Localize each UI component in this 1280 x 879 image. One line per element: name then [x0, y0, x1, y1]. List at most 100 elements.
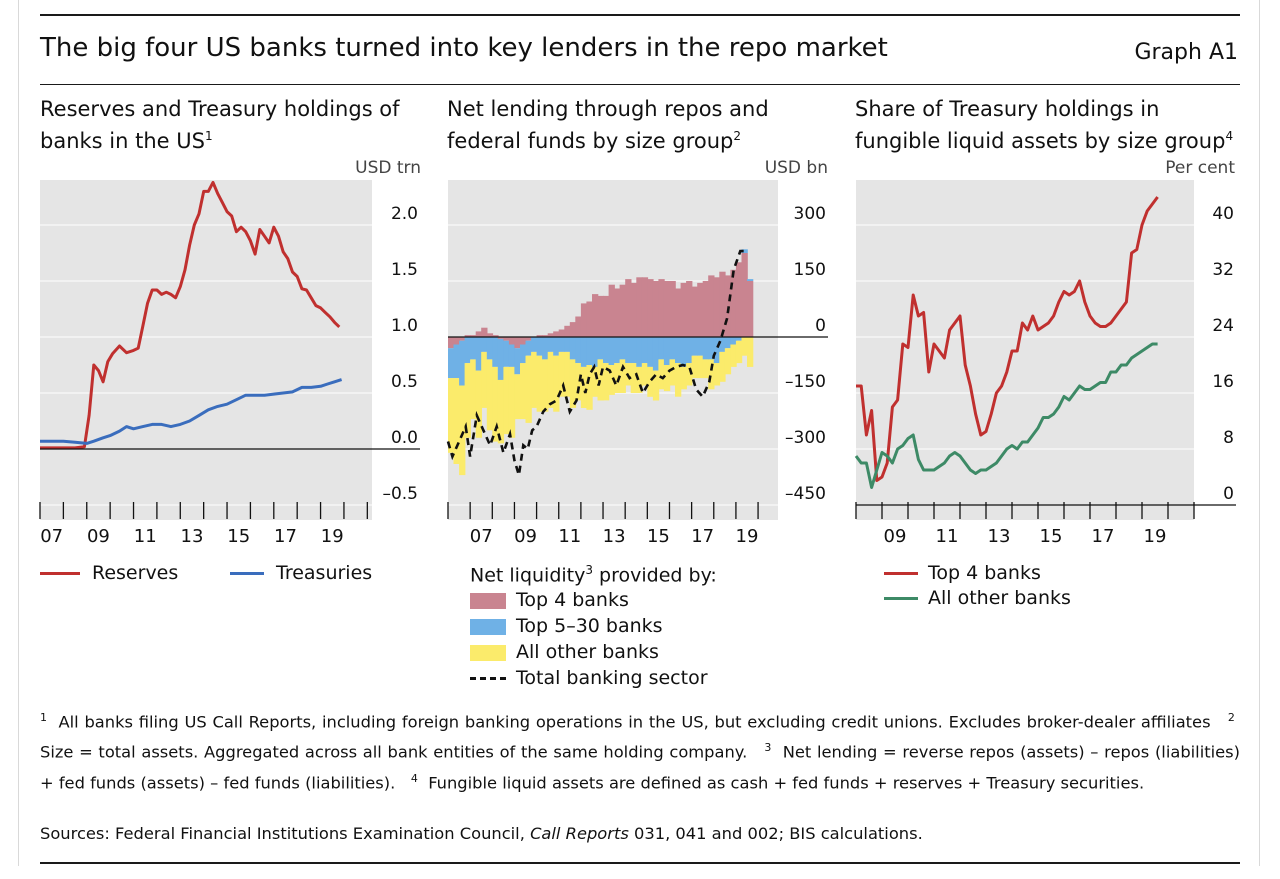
legend-item-reserves: Reserves: [40, 562, 178, 584]
bar-segment: [719, 351, 726, 382]
bar-segment: [470, 337, 477, 360]
bar-segment: [508, 344, 516, 367]
series-line-reserves: [40, 180, 341, 450]
bar-segment: [675, 363, 682, 397]
x-tick-label: 11: [936, 526, 959, 547]
bar-segment: [459, 340, 466, 386]
bar-segment: [569, 322, 577, 337]
bar-segment: [658, 337, 665, 360]
bar-segment: [619, 359, 626, 393]
legend-swatch-other-share: [884, 597, 918, 600]
bar-segment: [697, 337, 704, 356]
x-tick-label: 07: [470, 526, 493, 547]
bar-segment: [547, 351, 554, 408]
bar-segment: [553, 337, 560, 356]
bar-segment: [481, 337, 488, 352]
bar-segment: [580, 337, 588, 367]
bar-segment: [735, 337, 743, 341]
panel3-title: Share of Treasury holdings in fungible l…: [855, 97, 1234, 153]
bar-segment: [691, 337, 698, 356]
bar-segment: [536, 335, 543, 337]
bar-segment: [603, 337, 610, 364]
bar-segment: [542, 359, 549, 412]
bar-segment: [542, 335, 549, 337]
footnote-3: Net lending = reverse repos (assets) – r…: [40, 742, 1240, 793]
y-tick-label: 0.0: [391, 428, 418, 448]
bar-segment: [708, 275, 715, 337]
bar-segment: [553, 355, 560, 412]
x-tick-label: 15: [1040, 526, 1063, 547]
bar-segment: [724, 337, 732, 349]
panel2-title: Net lending through repos and federal fu…: [447, 97, 769, 153]
bar-segment: [747, 337, 754, 367]
bar-segment: [741, 249, 748, 253]
bar-segment: [663, 365, 671, 392]
series-line-all-other-banks: [854, 342, 1158, 489]
bar-segment: [719, 337, 726, 352]
bar-segment: [497, 337, 505, 339]
bar-segment: [481, 327, 488, 337]
legend-swatch-treasuries: [230, 572, 264, 575]
bar-segment: [558, 351, 565, 397]
bar-segment: [486, 333, 494, 337]
y-tick-label: 0: [1223, 484, 1234, 504]
bar-segment: [464, 337, 471, 364]
top-rule: [40, 14, 1240, 16]
bar-segment: [592, 337, 599, 367]
bar-segment: [525, 337, 532, 341]
bar-segment: [525, 340, 532, 356]
bar-segment: [492, 366, 499, 442]
bar-segment: [680, 337, 687, 367]
bar-segment: [520, 337, 527, 345]
bar-segment: [719, 271, 726, 337]
bar-segment: [475, 331, 482, 337]
bar-segment: [453, 337, 460, 345]
bar-segment: [580, 366, 588, 408]
y-tick-label: 24: [1212, 316, 1234, 336]
bar-segment: [608, 337, 615, 365]
bar-segment: [475, 337, 482, 371]
x-tick-label: 11: [134, 526, 157, 547]
bar-segment: [503, 366, 510, 435]
bar-segment: [713, 337, 721, 364]
bar-segment: [514, 348, 521, 375]
bar-segment: [597, 337, 604, 360]
bar-segment: [713, 363, 721, 386]
bar-segment: [636, 277, 643, 337]
y-tick-label: 8: [1223, 428, 1234, 448]
bar-segment: [564, 337, 571, 352]
bar-segment: [675, 288, 682, 337]
legend-item-top4-share: Top 4 banks: [884, 562, 1041, 584]
bar-segment: [514, 337, 521, 349]
bar-segment: [564, 325, 571, 337]
graph-id: Graph A1: [1134, 40, 1238, 65]
sources: Sources: Federal Financial Institutions …: [40, 824, 923, 843]
legend-swatch-total: [470, 677, 506, 680]
series-line-total-banking-sector: [446, 249, 747, 476]
bar-segment: [569, 337, 577, 360]
bar-segment: [486, 359, 494, 431]
bar-segment: [691, 355, 698, 379]
bar-segment: [525, 355, 532, 423]
y-tick-label: 150: [794, 260, 826, 280]
bar-segment: [547, 333, 554, 337]
x-tick-label: 17: [274, 526, 297, 547]
x-tick-label: 13: [181, 526, 204, 547]
bar-segment: [586, 365, 593, 410]
x-tick-label: 19: [736, 526, 759, 547]
bar-segment: [603, 295, 610, 337]
bar-segment: [520, 344, 527, 364]
bar-segment: [730, 269, 737, 337]
bar-segment: [592, 294, 599, 337]
x-tick-label: 19: [1144, 526, 1167, 547]
bar-segment: [597, 295, 604, 337]
bar-segment: [575, 363, 582, 401]
bar-segment: [663, 337, 671, 365]
plot-area-3: [856, 180, 1194, 520]
bar-segment: [669, 337, 676, 360]
bar-segment: [641, 363, 649, 386]
bar-segment: [486, 337, 494, 360]
bar-segment: [597, 359, 604, 401]
legend-item-top5-30: Top 5–30 banks: [470, 615, 663, 637]
